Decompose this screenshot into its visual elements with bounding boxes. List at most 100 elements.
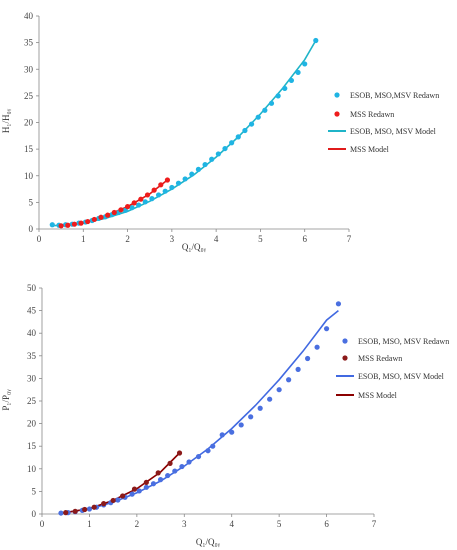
data-point bbox=[165, 472, 171, 479]
y-tick-label: 25 bbox=[24, 91, 34, 101]
y-axis-label: H₁/H₀ᵧ bbox=[1, 108, 12, 133]
data-point bbox=[150, 481, 157, 487]
data-point bbox=[124, 204, 131, 210]
data-point bbox=[209, 156, 215, 162]
legend-point-marker bbox=[334, 92, 340, 98]
legend-point-marker bbox=[334, 111, 340, 117]
y-tick-label: 15 bbox=[24, 144, 34, 154]
data-point bbox=[82, 506, 88, 513]
data-point bbox=[131, 486, 138, 492]
data-point bbox=[176, 450, 183, 456]
y-tick-label: 45 bbox=[27, 306, 37, 316]
x-tick-label: 6 bbox=[302, 234, 307, 244]
y-tick-label: 40 bbox=[27, 328, 37, 338]
x-tick-label: 0 bbox=[40, 519, 45, 529]
data-point bbox=[202, 161, 208, 168]
data-point bbox=[229, 429, 235, 435]
data-point bbox=[86, 506, 93, 512]
legend-entry: MSS Redawn bbox=[350, 110, 394, 119]
data-point bbox=[195, 166, 202, 172]
data-point bbox=[129, 205, 135, 211]
data-point bbox=[143, 484, 149, 490]
y-tick-label: 30 bbox=[24, 64, 34, 74]
y-tick-label: 40 bbox=[24, 11, 34, 21]
data-point bbox=[136, 202, 142, 208]
y-tick-label: 10 bbox=[24, 171, 34, 181]
data-point bbox=[248, 121, 255, 127]
data-point bbox=[162, 188, 168, 194]
data-point bbox=[302, 61, 308, 67]
data-point bbox=[155, 192, 162, 198]
x-tick-label: 1 bbox=[87, 519, 92, 529]
data-point bbox=[179, 463, 185, 470]
y-tick-label: 5 bbox=[29, 197, 34, 207]
series-line bbox=[52, 40, 317, 227]
data-point bbox=[149, 196, 155, 202]
y-tick-label: 5 bbox=[32, 486, 37, 496]
x-tick-label: 1 bbox=[81, 234, 86, 244]
data-point bbox=[295, 366, 301, 372]
legend-entry: ESOB, MSO, MSV Redawn bbox=[358, 337, 449, 346]
x-tick-label: 6 bbox=[324, 519, 329, 529]
data-point bbox=[164, 177, 171, 183]
y-tick-label: 20 bbox=[27, 419, 37, 429]
x-tick-label: 7 bbox=[372, 519, 377, 529]
data-point bbox=[151, 187, 157, 193]
series-line bbox=[60, 309, 339, 514]
data-point bbox=[143, 479, 149, 485]
data-point bbox=[158, 182, 164, 188]
data-point bbox=[85, 218, 91, 225]
x-tick-label: 5 bbox=[277, 519, 282, 529]
y-tick-label: 15 bbox=[27, 441, 37, 451]
x-axis-label: Q₁/Q₀ᵧ bbox=[182, 242, 207, 253]
data-point bbox=[238, 422, 244, 428]
y-tick-label: 0 bbox=[29, 224, 34, 234]
data-point bbox=[58, 510, 64, 516]
y-axis-label: P₁/P₀ᵧ bbox=[1, 389, 12, 411]
data-point bbox=[155, 470, 161, 476]
data-point bbox=[276, 387, 282, 393]
data-point bbox=[120, 493, 126, 499]
data-point bbox=[288, 77, 295, 84]
x-tick-label: 5 bbox=[258, 234, 263, 244]
data-point bbox=[295, 69, 301, 76]
data-point bbox=[105, 212, 111, 218]
data-point bbox=[110, 497, 116, 504]
data-point bbox=[65, 222, 71, 228]
data-point bbox=[215, 151, 221, 157]
x-axis-label: Q₁/Q₀ᵧ bbox=[196, 537, 221, 548]
x-tick-label: 0 bbox=[37, 234, 42, 244]
data-point bbox=[115, 497, 121, 503]
y-tick-label: 10 bbox=[27, 464, 37, 474]
data-point bbox=[335, 301, 342, 307]
legend-entry: ESOB, MSO,MSV Redawn bbox=[350, 91, 439, 100]
y-tick-label: 20 bbox=[24, 118, 34, 128]
data-point bbox=[235, 134, 241, 140]
legend-entry: ESOB, MSO, MSV Model bbox=[350, 127, 437, 136]
data-point bbox=[157, 477, 164, 483]
data-point bbox=[189, 171, 195, 177]
data-point bbox=[267, 396, 273, 402]
chart-panel-1: 0 5 10 15 20 25 30 35 40 0 1 2 3 4 5 6 7 Q₁/Q₀ᵧ H₁/H₀ᵧ ESOB… bbox=[1, 11, 439, 253]
data-point bbox=[242, 127, 248, 134]
data-point bbox=[222, 145, 228, 152]
data-point bbox=[257, 405, 263, 411]
data-point bbox=[138, 196, 144, 202]
data-point bbox=[142, 199, 148, 205]
data-point bbox=[131, 200, 137, 206]
data-point bbox=[129, 491, 135, 497]
legend-entry: ESOB, MSO, MSV Model bbox=[358, 372, 445, 381]
data-point bbox=[98, 214, 104, 220]
data-point bbox=[167, 460, 173, 466]
x-tick-label: 3 bbox=[182, 519, 187, 529]
data-point bbox=[210, 443, 216, 449]
data-point bbox=[71, 221, 78, 227]
y-tick-label: 30 bbox=[27, 373, 37, 383]
data-point bbox=[144, 192, 151, 198]
x-tick-label: 7 bbox=[347, 234, 352, 244]
y-tick-label: 35 bbox=[27, 351, 37, 361]
data-point bbox=[49, 222, 55, 228]
legend-entry: MSS Model bbox=[358, 391, 398, 400]
